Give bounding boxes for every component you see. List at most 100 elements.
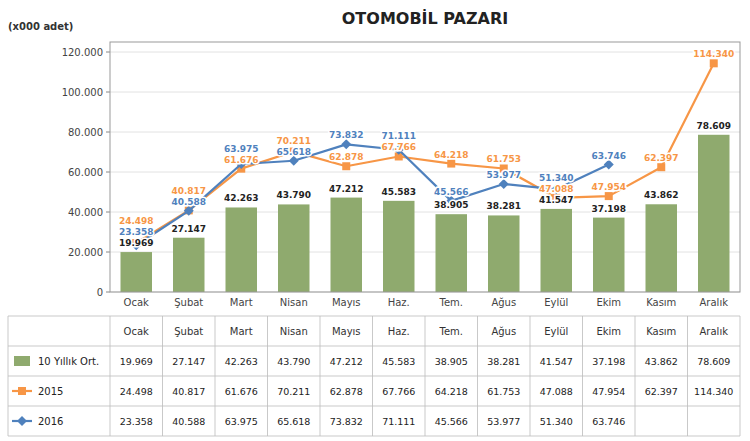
title: OTOMOBİL PAZARI — [342, 9, 508, 28]
table-rule — [687, 316, 688, 436]
table-cell: 47.212 — [330, 356, 363, 367]
marker — [499, 179, 509, 189]
table-header: Ağus — [491, 326, 516, 337]
bar — [541, 209, 573, 292]
bar — [383, 201, 415, 292]
table-cell: 24.498 — [120, 386, 153, 397]
table-cell: 63.746 — [592, 416, 625, 427]
table-header: Mart — [230, 326, 253, 337]
table-cell: 23.358 — [120, 416, 153, 427]
data-label: 62.878 — [329, 152, 364, 162]
x-tick-label: Nisan — [280, 297, 308, 308]
marker — [605, 192, 613, 200]
y-tick — [106, 212, 110, 213]
data-label: 62.397 — [644, 153, 679, 163]
table-header: Ekim — [596, 326, 621, 337]
y-tick — [106, 92, 110, 93]
bar — [488, 215, 520, 292]
data-label: 42.263 — [224, 193, 259, 203]
table-cell: 71.111 — [382, 416, 415, 427]
data-label: 43.862 — [644, 190, 679, 200]
x-tick-label: Haz. — [388, 297, 410, 308]
table-cell: 43.862 — [645, 356, 678, 367]
data-label: 63.746 — [591, 151, 626, 161]
table-rule — [8, 436, 740, 437]
table-cell: 114.340 — [694, 386, 733, 397]
legend-marker — [17, 416, 27, 426]
marker — [184, 206, 194, 216]
data-label: 40.817 — [171, 186, 206, 196]
table-cell: 40.817 — [172, 386, 205, 397]
data-label: 19.969 — [119, 238, 154, 248]
data-label: 61.753 — [486, 154, 521, 164]
x-tick-label: Eylül — [544, 297, 568, 308]
table-header: Eylül — [544, 326, 568, 337]
grid-line — [110, 172, 740, 173]
marker — [604, 160, 614, 170]
data-label: 64.218 — [434, 150, 469, 160]
table-cell: 51.340 — [540, 416, 573, 427]
y-tick-label: 80.000 — [68, 127, 103, 138]
table-rule — [8, 346, 740, 347]
y-tick — [106, 52, 110, 53]
table-cell: 78.609 — [697, 356, 730, 367]
data-label: 53.977 — [486, 170, 521, 180]
marker — [447, 160, 455, 168]
table-cell: 62.878 — [330, 386, 363, 397]
table-cell: 38.905 — [435, 356, 468, 367]
bar — [173, 238, 205, 292]
bar — [331, 198, 363, 292]
table-cell: 67.766 — [382, 386, 415, 397]
grid-line — [110, 132, 740, 133]
table-rule — [215, 316, 216, 436]
plot-area — [121, 59, 730, 292]
x-tick-label: Mayıs — [332, 297, 361, 308]
data-label: 78.609 — [696, 121, 731, 131]
table-cell: 64.218 — [435, 386, 468, 397]
table-rule — [635, 316, 636, 436]
data-label: 65.618 — [276, 147, 311, 157]
data-label: 67.766 — [381, 142, 416, 152]
y-tick — [106, 292, 110, 293]
marker — [710, 59, 718, 67]
table-header: Ocak — [124, 326, 149, 337]
legend-entry: 10 Yıllık Ort. — [38, 356, 99, 367]
y-tick-label: 60.000 — [68, 167, 103, 178]
chart: OTOMOBİL PAZARI(x000 adet)020.00040.0006… — [0, 0, 750, 441]
bar — [698, 135, 730, 292]
legend-marker — [18, 387, 26, 395]
table-rule — [8, 406, 740, 407]
table-rule — [8, 316, 9, 436]
x-tick-label: Ağus — [491, 297, 516, 308]
data-label: 38.905 — [434, 200, 469, 210]
x-tick-label: Mart — [230, 297, 253, 308]
line — [136, 63, 714, 243]
line — [136, 144, 609, 245]
table-rule — [162, 316, 163, 436]
table-cell: 45.566 — [435, 416, 468, 427]
x-tick-label: Ekim — [596, 297, 621, 308]
table-header: Nisan — [280, 326, 308, 337]
x-tick-label: Kasım — [646, 297, 676, 308]
table-header: Tem. — [439, 326, 463, 337]
plot-frame — [110, 42, 740, 292]
grid-line — [110, 52, 740, 53]
data-label: 63.975 — [224, 144, 259, 154]
y-tick-label: 120.000 — [62, 47, 103, 58]
table-rule — [477, 316, 478, 436]
y-axis-label: (x000 adet) — [8, 21, 73, 32]
table-cell: 45.583 — [382, 356, 415, 367]
table-cell: 73.832 — [330, 416, 363, 427]
table-cell: 61.676 — [225, 386, 258, 397]
table-cell: 47.088 — [540, 386, 573, 397]
marker — [289, 156, 299, 166]
table-header: Kasım — [646, 326, 676, 337]
table-cell: 53.977 — [487, 416, 520, 427]
data-label: 70.211 — [276, 136, 311, 146]
table-cell: 37.198 — [592, 356, 625, 367]
grid — [110, 52, 740, 292]
legend-entry: 2015 — [38, 386, 63, 397]
data-label: 38.281 — [486, 201, 521, 211]
data-label: 47.954 — [591, 182, 626, 192]
table-cell: 38.281 — [487, 356, 520, 367]
